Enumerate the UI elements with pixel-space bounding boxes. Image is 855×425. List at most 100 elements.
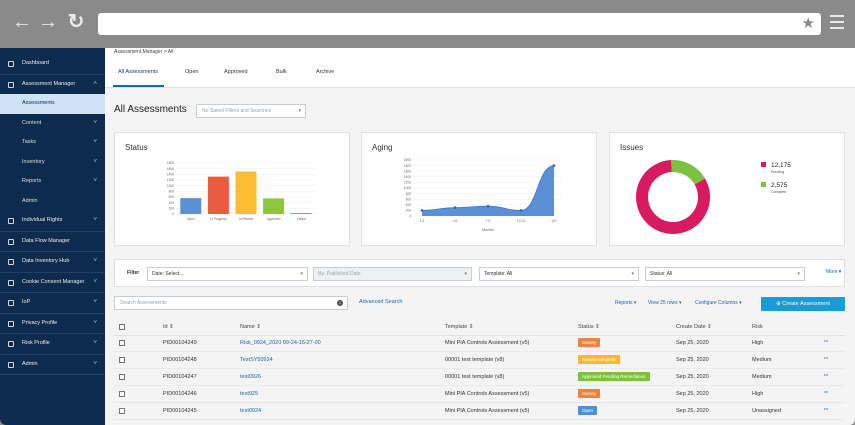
sidebar-divider xyxy=(0,251,105,252)
sidebar-divider xyxy=(0,271,105,273)
column-header-status[interactable]: Status ⇕ xyxy=(578,324,600,330)
tab-archive[interactable]: Archive xyxy=(316,69,335,75)
main-content: Assessment Manager > All All Assessments… xyxy=(105,48,855,425)
date-filter-select[interactable]: Date: Select... ▾ xyxy=(147,267,308,281)
row-name-link[interactable]: TestSY50924 xyxy=(240,357,273,363)
row-checkbox[interactable] xyxy=(119,408,125,414)
sidebar-item-data-flow-manager[interactable]: Data Flow Manager xyxy=(0,232,105,252)
select-all-checkbox[interactable] xyxy=(119,324,125,330)
column-header-create-date[interactable]: Create Date ⇕ xyxy=(676,324,712,330)
sidebar-item-label: Privacy Profile xyxy=(22,319,58,326)
row-checkbox[interactable] xyxy=(119,357,125,363)
legend-label: Pending xyxy=(771,170,784,174)
nav-icon xyxy=(8,61,14,67)
back-arrow-icon[interactable]: ← xyxy=(12,11,32,33)
column-header-template[interactable]: Template ⇕ xyxy=(445,324,474,330)
more-filters-link[interactable]: More ▾ xyxy=(826,269,842,275)
row-actions-icon[interactable]: ••• xyxy=(824,338,829,343)
tab-all-assessments[interactable]: All Assessments xyxy=(118,69,159,75)
row-checkbox[interactable] xyxy=(119,391,125,397)
sidebar-item-individual-rights[interactable]: Individual Rights ˅ xyxy=(0,211,105,231)
sidebar-item-assessments[interactable]: Assessments xyxy=(0,94,105,114)
create-assessment-button[interactable]: ⊕ Create Assessment xyxy=(761,297,845,311)
y-tick-label: 1200 xyxy=(404,181,411,185)
row-name-link[interactable]: test0924 xyxy=(240,408,262,414)
column-header-id[interactable]: Id ⇕ xyxy=(163,324,174,330)
tab-approved[interactable]: Approved xyxy=(224,69,248,75)
sidebar-item-admin[interactable]: Admin ˅ xyxy=(0,355,105,375)
sidebar-item-dashboard[interactable]: Dashboard xyxy=(0,54,105,74)
row-actions-icon[interactable]: ••• xyxy=(824,406,829,411)
star-icon[interactable]: ★ xyxy=(801,15,815,32)
sidebar-item-admin[interactable]: Admin xyxy=(0,192,105,212)
sidebar-item-reports[interactable]: Reports ˅ xyxy=(0,172,105,192)
y-tick-label: 200 xyxy=(169,207,175,211)
forward-arrow-icon[interactable]: → xyxy=(38,11,58,33)
column-header-name[interactable]: Name ⇕ xyxy=(240,324,261,330)
configure-columns-dropdown[interactable]: Configure Columns ▾ xyxy=(695,300,742,306)
info-icon[interactable]: i xyxy=(337,300,343,306)
row-checkbox[interactable] xyxy=(119,340,125,346)
row-checkbox[interactable] xyxy=(119,374,125,380)
advanced-search-link[interactable]: Advanced Search xyxy=(359,299,403,305)
sidebar-item-label: Dashboard xyxy=(22,60,49,66)
view-rows-dropdown[interactable]: View 25 rows ▾ xyxy=(648,300,682,306)
tab-open[interactable]: Open xyxy=(185,69,199,75)
nav-icon xyxy=(8,279,14,286)
reports-dropdown[interactable]: Reports ▾ xyxy=(615,300,637,306)
row-name-link[interactable]: Risk_0924_2020 09-24-16-27-00 xyxy=(240,340,321,346)
breadcrumb[interactable]: Assessment Manager > All xyxy=(114,49,174,55)
tab-bulk[interactable]: Bulk xyxy=(276,69,287,75)
issues-card-title: Issues xyxy=(620,143,644,152)
chevron-down-icon: ˅ xyxy=(93,217,97,223)
search-input[interactable]: Search Assessments i xyxy=(114,296,348,310)
chevron-down-icon: ˅ xyxy=(93,340,97,346)
sidebar-item-label: Data Flow Manager xyxy=(22,237,70,244)
row-id: PID00104248 xyxy=(163,357,197,363)
sidebar-item-label: Individual Rights xyxy=(22,217,63,223)
column-header-template-label: Template xyxy=(445,324,468,330)
view-rows-label: View 25 rows xyxy=(648,300,678,306)
more-filters-label: More xyxy=(826,269,838,275)
sidebar-item-iop[interactable]: IoP ˅ xyxy=(0,293,105,313)
column-header-create-date-label: Create Date xyxy=(676,324,706,330)
row-name-link[interactable]: test925 xyxy=(240,391,259,397)
sidebar-item-inventory[interactable]: Inventory ˅ xyxy=(0,153,105,173)
address-bar[interactable]: ★ xyxy=(98,13,821,35)
sidebar-item-data-inventory-hub[interactable]: Data Inventory Hub ˅ xyxy=(0,252,105,272)
row-template: 00001 test template (v8) xyxy=(445,357,505,363)
template-filter-select[interactable]: Template: All ▾ xyxy=(479,267,639,281)
row-actions-icon[interactable]: ••• xyxy=(824,372,829,377)
y-tick-label: 1800 xyxy=(404,164,411,168)
data-point xyxy=(486,204,490,208)
bar-in-review xyxy=(235,171,257,214)
sidebar-item-tasks[interactable]: Tasks ˅ xyxy=(0,133,105,153)
sidebar-item-assessment-manager[interactable]: Assessment Manager ˄ xyxy=(0,75,105,95)
hamburger-menu-icon[interactable] xyxy=(830,15,844,29)
y-tick-label: 400 xyxy=(169,201,175,205)
sidebar-item-label: Data Inventory Hub xyxy=(22,258,70,264)
y-tick-label: 0 xyxy=(409,214,411,218)
data-point xyxy=(453,206,457,209)
status-filter-select[interactable]: Status: All ▾ xyxy=(645,267,805,281)
y-tick-label: 1000 xyxy=(404,186,411,190)
published-date-select[interactable]: By: Published Date ▾ xyxy=(313,267,472,281)
row-actions-icon[interactable]: ••• xyxy=(824,389,829,394)
sidebar-item-risk-profile[interactable]: Risk Profile ˅ xyxy=(0,334,105,354)
donut-slice-complete xyxy=(671,160,706,185)
data-point xyxy=(519,209,523,212)
sidebar-item-label: Tasks xyxy=(22,139,37,145)
active-tab-indicator xyxy=(113,85,164,87)
sidebar-item-content[interactable]: Content ˅ xyxy=(0,114,105,134)
chevron-down-icon: ▾ xyxy=(298,108,301,114)
row-name-link[interactable]: test0926 xyxy=(240,374,262,380)
saved-filters-select[interactable]: No Saved Filters and Searches ▾ xyxy=(196,104,306,118)
sidebar: Dashboard Assessment Manager ˄ Assessments C… xyxy=(0,48,105,425)
nav-icon xyxy=(8,259,14,265)
sidebar-item-privacy-profile[interactable]: Privacy Profile ˅ xyxy=(0,314,105,334)
sidebar-item-cookie-consent-manager[interactable]: Cookie Consent Manager ˅ xyxy=(0,273,105,293)
reload-icon[interactable]: ↻ xyxy=(67,11,85,33)
row-actions-icon[interactable]: ••• xyxy=(824,355,829,360)
